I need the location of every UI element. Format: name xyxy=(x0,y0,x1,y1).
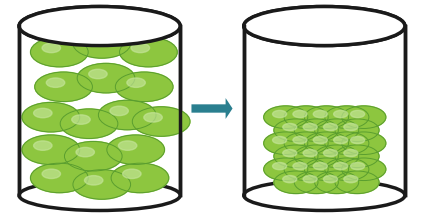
Circle shape xyxy=(60,109,118,138)
Ellipse shape xyxy=(19,7,180,46)
Circle shape xyxy=(42,169,61,179)
Circle shape xyxy=(131,43,150,53)
Ellipse shape xyxy=(244,180,405,210)
Circle shape xyxy=(98,100,156,130)
Circle shape xyxy=(335,119,379,141)
Circle shape xyxy=(22,135,80,164)
Circle shape xyxy=(303,150,317,157)
Circle shape xyxy=(283,176,297,183)
Circle shape xyxy=(351,110,365,118)
Circle shape xyxy=(284,106,328,128)
Circle shape xyxy=(284,158,328,181)
Circle shape xyxy=(335,171,379,194)
Circle shape xyxy=(283,150,297,157)
Circle shape xyxy=(342,132,386,155)
Circle shape xyxy=(31,37,88,67)
Circle shape xyxy=(324,150,338,157)
Circle shape xyxy=(313,163,327,170)
Circle shape xyxy=(64,141,122,171)
Circle shape xyxy=(273,110,287,118)
Circle shape xyxy=(313,136,327,144)
Circle shape xyxy=(294,119,338,141)
Circle shape xyxy=(33,141,52,150)
Circle shape xyxy=(31,163,88,193)
Circle shape xyxy=(303,176,317,183)
Circle shape xyxy=(111,163,169,193)
Circle shape xyxy=(33,108,52,118)
Circle shape xyxy=(351,163,365,170)
Circle shape xyxy=(294,171,338,194)
Circle shape xyxy=(303,123,317,131)
Circle shape xyxy=(274,145,318,168)
Polygon shape xyxy=(244,26,405,195)
Ellipse shape xyxy=(244,7,405,46)
Circle shape xyxy=(344,123,358,131)
Circle shape xyxy=(84,35,103,44)
Circle shape xyxy=(274,171,318,194)
Circle shape xyxy=(344,150,358,157)
Circle shape xyxy=(273,163,287,170)
Circle shape xyxy=(107,135,165,164)
Circle shape xyxy=(110,106,128,116)
Circle shape xyxy=(115,72,173,102)
Circle shape xyxy=(342,158,386,181)
Circle shape xyxy=(325,158,369,181)
Circle shape xyxy=(264,132,308,155)
Circle shape xyxy=(294,145,338,168)
Polygon shape xyxy=(19,26,180,195)
Ellipse shape xyxy=(19,7,180,46)
Circle shape xyxy=(293,110,307,118)
Circle shape xyxy=(304,106,349,128)
Circle shape xyxy=(132,107,190,136)
Circle shape xyxy=(335,145,379,168)
Circle shape xyxy=(46,78,65,87)
Ellipse shape xyxy=(244,7,405,46)
Circle shape xyxy=(293,163,307,170)
Circle shape xyxy=(315,145,359,168)
Circle shape xyxy=(304,132,349,155)
Circle shape xyxy=(324,176,338,183)
Circle shape xyxy=(89,69,107,79)
Circle shape xyxy=(284,132,328,155)
Circle shape xyxy=(273,136,287,144)
Circle shape xyxy=(123,169,141,179)
Circle shape xyxy=(76,147,95,157)
Circle shape xyxy=(351,136,365,144)
Circle shape xyxy=(118,141,137,150)
Circle shape xyxy=(144,113,162,122)
Circle shape xyxy=(264,158,308,181)
Circle shape xyxy=(73,170,131,199)
Circle shape xyxy=(22,102,80,132)
Circle shape xyxy=(304,158,349,181)
Circle shape xyxy=(42,43,61,53)
Circle shape xyxy=(274,119,318,141)
Circle shape xyxy=(344,176,358,183)
Circle shape xyxy=(325,132,369,155)
Circle shape xyxy=(325,106,369,128)
Circle shape xyxy=(324,123,338,131)
Circle shape xyxy=(84,176,103,185)
Circle shape xyxy=(264,106,308,128)
Ellipse shape xyxy=(19,180,180,210)
Circle shape xyxy=(334,163,348,170)
Circle shape xyxy=(313,110,327,118)
Circle shape xyxy=(342,106,386,128)
Circle shape xyxy=(283,123,297,131)
Circle shape xyxy=(334,136,348,144)
Circle shape xyxy=(120,37,177,67)
Circle shape xyxy=(315,171,359,194)
Circle shape xyxy=(72,115,90,124)
Circle shape xyxy=(334,110,348,118)
Circle shape xyxy=(35,72,92,102)
Circle shape xyxy=(127,78,145,87)
Circle shape xyxy=(73,29,131,58)
Circle shape xyxy=(293,136,307,144)
Circle shape xyxy=(315,119,359,141)
Circle shape xyxy=(77,63,135,93)
